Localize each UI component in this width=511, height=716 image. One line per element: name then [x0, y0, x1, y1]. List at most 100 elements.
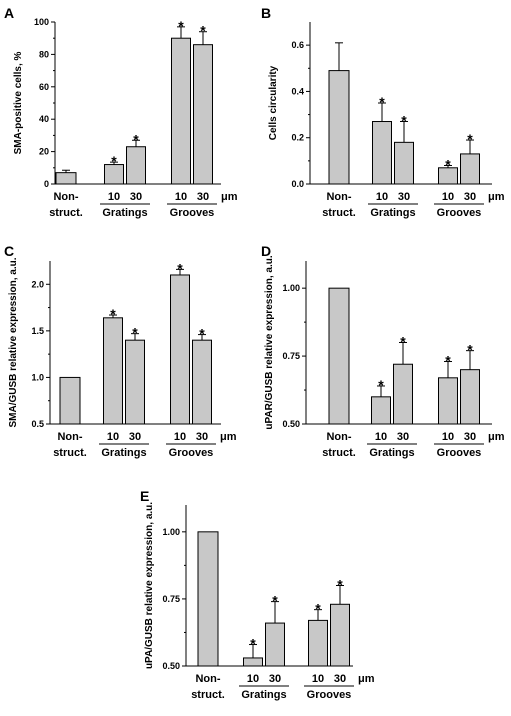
- x-label-nonstructured: struct.: [49, 207, 83, 219]
- significance-star: *: [445, 156, 451, 172]
- x-group-label: Grooves: [437, 207, 482, 219]
- x-tick-label: 30: [334, 673, 346, 685]
- x-group-label: Gratings: [102, 207, 147, 219]
- bar: [394, 141, 414, 185]
- significance-star: *: [400, 334, 406, 350]
- x-group-label: Gratings: [241, 689, 286, 701]
- x-unit-label: μm: [488, 191, 505, 203]
- x-tick-label: 10: [312, 673, 324, 685]
- x-label-nonstructured: struct.: [322, 207, 356, 219]
- x-tick-label: 10: [107, 431, 119, 443]
- x-group-label: Grooves: [437, 447, 482, 459]
- x-tick-label: 30: [464, 431, 476, 443]
- significance-star: *: [379, 94, 385, 110]
- bar: [460, 153, 480, 185]
- significance-star: *: [133, 131, 139, 147]
- bar: [197, 531, 219, 667]
- x-label-nonstructured: Non-: [326, 191, 351, 203]
- significance-star: *: [467, 131, 473, 147]
- y-tick-label: 1.00: [162, 527, 180, 537]
- y-tick-label: 100: [34, 17, 49, 27]
- y-tick-label: 0.4: [291, 86, 304, 96]
- y-tick-label: 40: [39, 114, 49, 124]
- x-label-nonstructured: struct.: [191, 689, 225, 701]
- y-tick-label: 80: [39, 49, 49, 59]
- x-label-nonstructured: struct.: [322, 447, 356, 459]
- bar: [59, 376, 81, 425]
- bar: [265, 622, 285, 667]
- x-tick-label: 30: [197, 191, 209, 203]
- significance-star: *: [401, 113, 407, 129]
- bar: [371, 396, 391, 425]
- y-axis-label: Cells circularity: [268, 65, 279, 140]
- y-axis-label: uPA/GUSB relative expression, a.u.: [144, 502, 155, 669]
- y-tick-label: 0.2: [291, 133, 304, 143]
- significance-star: *: [132, 325, 138, 341]
- y-tick-label: 1.5: [31, 326, 44, 336]
- y-tick-label: 1.0: [31, 372, 44, 382]
- significance-star: *: [337, 577, 343, 593]
- x-group-label: Grooves: [169, 447, 214, 459]
- panel-letter: A: [4, 5, 14, 21]
- x-label-nonstructured: Non-: [57, 431, 82, 443]
- y-axis-label: SMA/GUSB relative expression, a.u.: [8, 257, 19, 427]
- y-axis-label: SMA-positive cells, %: [13, 51, 24, 154]
- x-tick-label: 30: [269, 673, 281, 685]
- bar: [192, 339, 212, 425]
- significance-star: *: [111, 153, 117, 169]
- y-tick-label: 0.0: [291, 179, 304, 189]
- y-tick-label: 20: [39, 147, 49, 157]
- x-unit-label: μm: [221, 191, 238, 203]
- x-group-label: Grooves: [307, 689, 352, 701]
- x-unit-label: μm: [488, 431, 505, 443]
- x-tick-label: 10: [376, 191, 388, 203]
- significance-star: *: [200, 23, 206, 39]
- y-tick-label: 0: [44, 179, 49, 189]
- x-group-label: Gratings: [370, 207, 415, 219]
- bar: [193, 44, 213, 185]
- significance-star: *: [177, 260, 183, 276]
- x-tick-label: 30: [129, 431, 141, 443]
- x-group-label: Gratings: [369, 447, 414, 459]
- y-tick-label: 0.5: [31, 419, 44, 429]
- y-tick-label: 0.50: [162, 661, 180, 671]
- x-tick-label: 10: [174, 431, 186, 443]
- x-group-label: Gratings: [101, 447, 146, 459]
- bar: [55, 172, 77, 185]
- panel-a: A SMA-positive cells, % * * * * 0 20 40 60 80 100 No…: [4, 5, 238, 219]
- significance-star: *: [378, 377, 384, 393]
- y-tick-label: 0.50: [282, 419, 300, 429]
- x-tick-label: 10: [442, 191, 454, 203]
- panel-b: B Cells circularity * * * * 0.0 0.2 0.4 0.6 Non-st…: [261, 5, 505, 219]
- bar: [372, 121, 392, 185]
- x-tick-label: 30: [397, 431, 409, 443]
- y-tick-label: 0.75: [162, 594, 180, 604]
- bar: [328, 287, 350, 425]
- bar: [393, 363, 413, 425]
- panel-letter: C: [4, 243, 14, 259]
- x-label-nonstructured: Non-: [53, 191, 78, 203]
- x-unit-label: μm: [358, 673, 375, 685]
- x-tick-label: 30: [130, 191, 142, 203]
- significance-star: *: [250, 636, 256, 652]
- significance-star: *: [178, 18, 184, 34]
- panel-letter: E: [140, 488, 149, 504]
- significance-star: *: [467, 342, 473, 358]
- bar: [126, 146, 146, 185]
- x-tick-label: 10: [375, 431, 387, 443]
- x-tick-label: 10: [175, 191, 187, 203]
- y-tick-label: 0.6: [291, 40, 304, 50]
- bar: [328, 70, 350, 185]
- significance-star: *: [315, 601, 321, 617]
- bar: [103, 317, 123, 425]
- bar: [438, 377, 458, 425]
- x-group-label: Grooves: [170, 207, 215, 219]
- x-tick-label: 30: [398, 191, 410, 203]
- x-label-nonstructured: Non-: [326, 431, 351, 443]
- x-tick-label: 10: [108, 191, 120, 203]
- bar: [330, 603, 350, 667]
- bar: [125, 339, 145, 425]
- significance-star: *: [199, 326, 205, 342]
- bar: [243, 657, 263, 667]
